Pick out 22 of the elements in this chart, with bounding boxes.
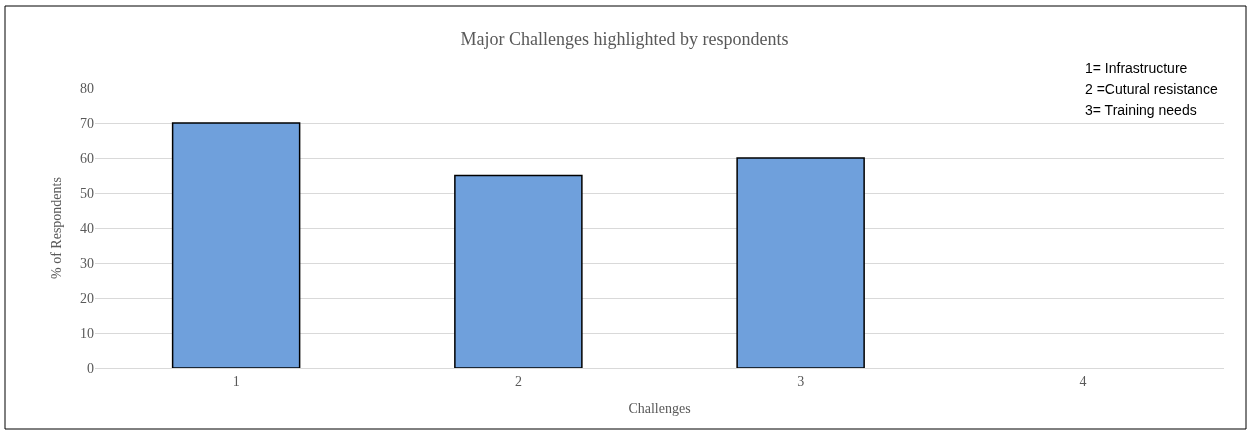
y-tick-label: 80 [80, 80, 94, 96]
y-tick-label: 60 [80, 150, 94, 166]
chart-title: Major Challenges highlighted by respondents [460, 29, 789, 50]
x-tick-label: 3 [797, 373, 805, 389]
annotation: 3= Training needs [1085, 102, 1197, 118]
bar [171, 122, 301, 368]
x-axis-title: Challenges [628, 401, 691, 417]
bar [736, 157, 865, 368]
x-tick-label: 2 [514, 373, 522, 389]
y-tick-label: 50 [80, 185, 94, 201]
y-tick-label: 20 [80, 290, 94, 306]
y-tick-label: 30 [80, 255, 94, 271]
y-tick-label: 0 [87, 360, 94, 376]
x-tick-label: 1 [232, 373, 240, 389]
y-tick-label: 10 [80, 325, 94, 341]
bar [454, 174, 583, 368]
y-tick-label: 40 [80, 220, 94, 236]
y-tick-label: 70 [80, 115, 94, 131]
y-axis-title: % of Respondents [48, 177, 64, 279]
text: 1= Infrastructure [1085, 60, 1188, 76]
annotation: 2 =Cutural resistance [1085, 81, 1218, 97]
x-tick-label: 4 [1079, 373, 1087, 389]
